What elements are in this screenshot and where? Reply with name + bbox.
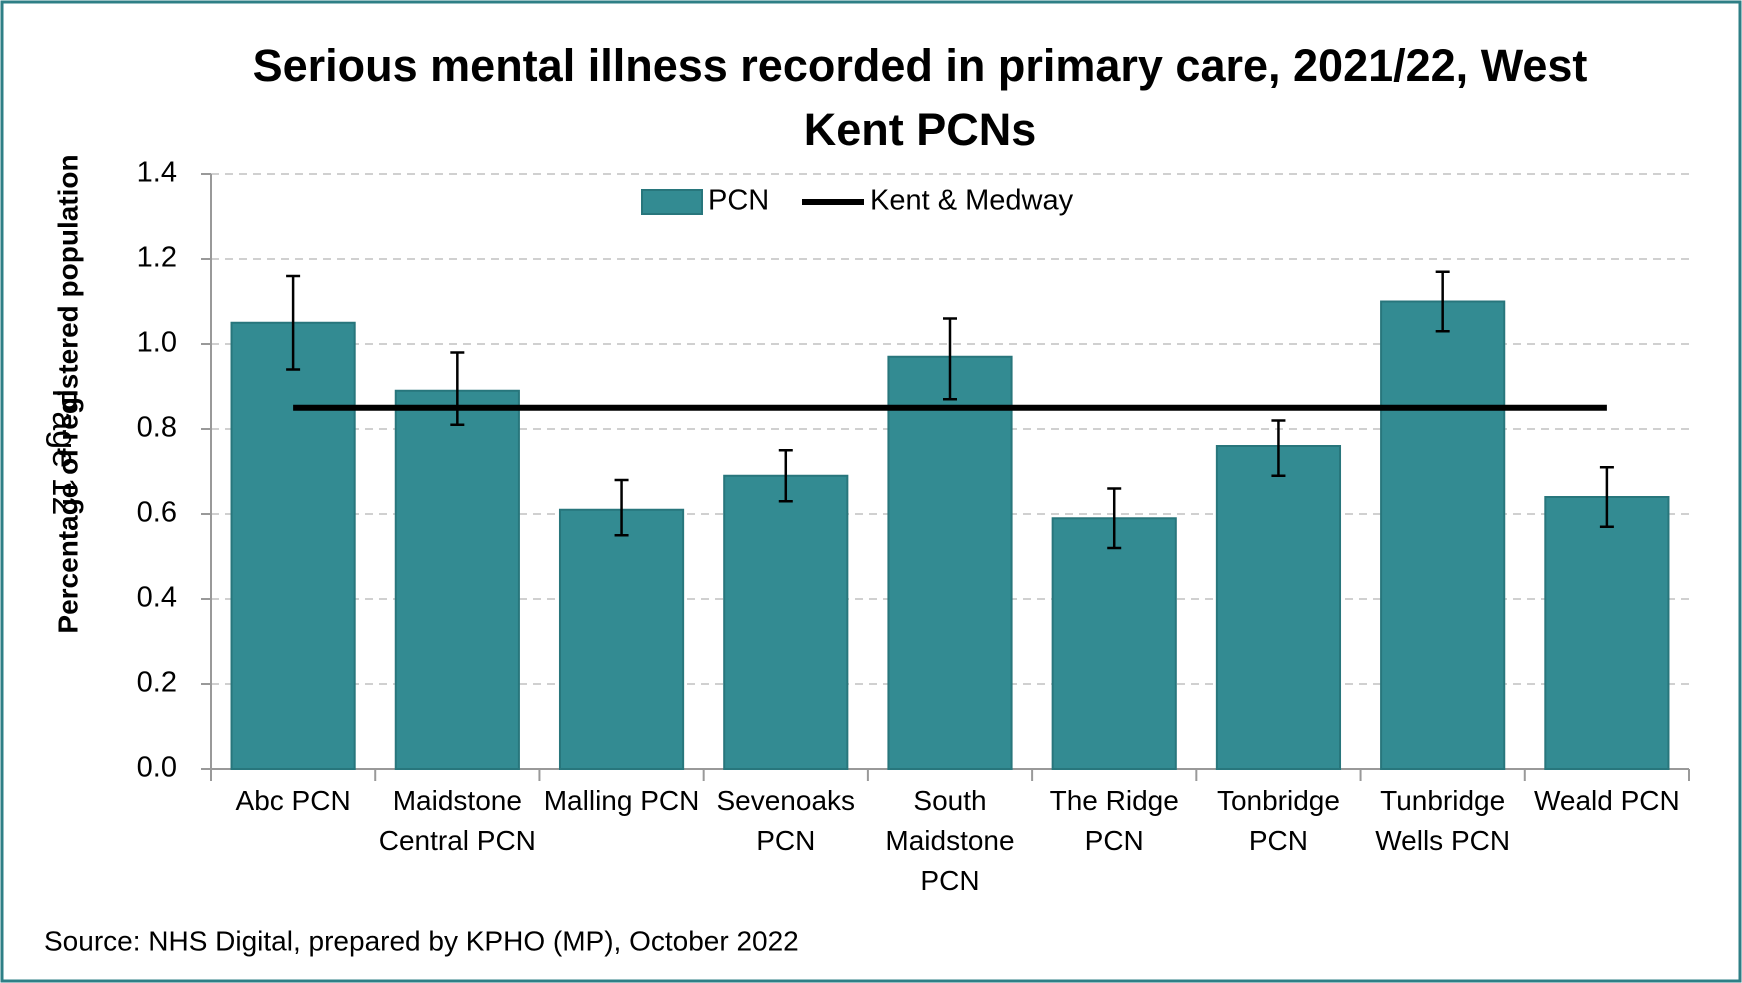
bar [887,355,1013,770]
x-tick-label: South Maidstone PCN [885,785,1015,896]
x-tick-label: Abc PCN [235,785,351,816]
y-tick-label: 1.2 [137,242,177,274]
bar [394,389,520,770]
bar [1215,445,1342,770]
bar [230,321,356,770]
y-tick-label: 0.0 [137,752,177,784]
source: Source: NHS Digital, prepared by KPHO (M… [44,925,799,956]
legend-label: Kent & Medway [870,185,1074,217]
legend-swatch [641,189,703,215]
y-tick-label: 1.4 [137,157,177,189]
bar [1544,496,1670,770]
chart-title: Serious mental illness recorded in prima… [252,40,1588,155]
x-tick-label: Tunbridge Wells PCN [1375,785,1511,856]
x-tick-label: Maidstone Central PCN [378,785,536,856]
legend-label: PCN [708,185,769,217]
x-tick-label: The Ridge PCN [1049,785,1179,856]
x-tick-label: Tonbridge PCN [1216,785,1340,856]
y-tick-label: 0.6 [137,497,177,529]
y-tick-label: 1.0 [137,327,177,359]
bar [1051,517,1177,770]
x-tick-label: Sevenoaks PCN [716,785,856,856]
page-label: Page 12 [45,389,83,516]
y-tick-label: 0.4 [137,582,177,614]
bar [558,508,685,770]
y-axis-label: Percentage of registered population [52,154,83,633]
x-tick-label: Malling PCN [543,785,700,816]
y-tick-label: 0.2 [137,667,177,699]
x-tick-label: Weald PCN [1533,785,1680,816]
bar [723,474,849,770]
y-tick-label: 0.8 [137,412,177,444]
bar [1380,300,1506,770]
